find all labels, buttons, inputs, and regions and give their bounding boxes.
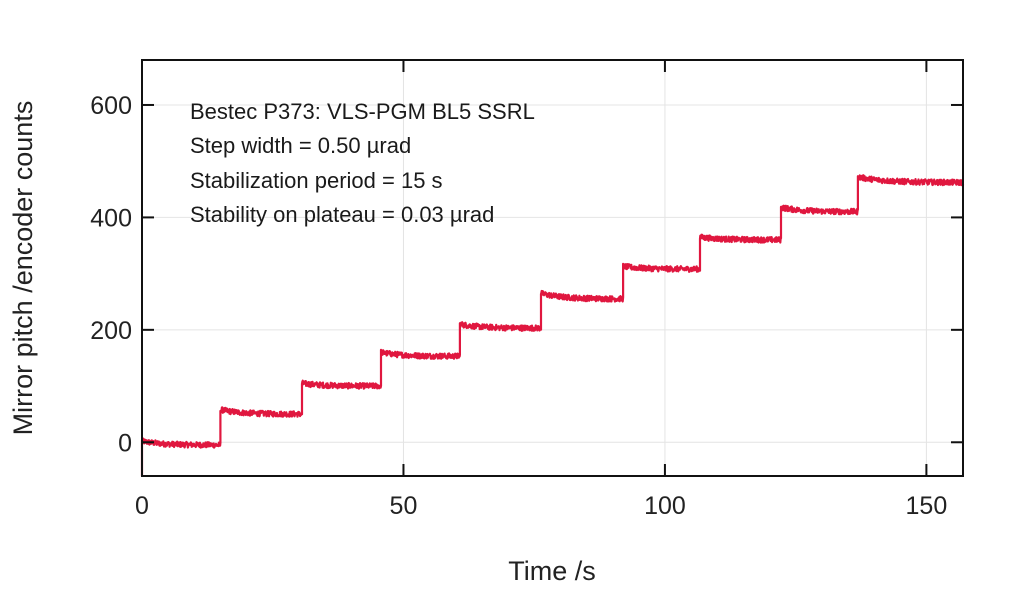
y-tick-label: 600 — [90, 92, 132, 120]
x-tick-label: 100 — [644, 492, 686, 520]
y-tick-label: 200 — [90, 317, 132, 345]
x-axis-label: Time /s — [508, 556, 596, 586]
y-axis-label: Mirror pitch /encoder counts — [8, 101, 38, 436]
y-tick-label: 0 — [118, 429, 132, 457]
series-mirror-pitch — [140, 174, 965, 476]
grid — [141, 60, 963, 476]
x-tick-labels: 0 50 100 150 — [135, 492, 947, 520]
series-line — [140, 174, 965, 476]
y-tick-label: 400 — [90, 204, 132, 232]
x-tick-label: 50 — [390, 492, 418, 520]
plot-frame — [141, 59, 964, 477]
annotation-box: Bestec P373: VLS-PGM BL5 SSRL Step width… — [190, 99, 535, 227]
annotation-stability: Stability on plateau = 0.03 µrad — [190, 202, 494, 227]
x-tick-label: 0 — [135, 492, 149, 520]
ticks — [141, 60, 963, 476]
x-tick-label: 150 — [906, 492, 948, 520]
y-tick-labels: 0 200 400 600 — [90, 92, 132, 457]
annotation-title: Bestec P373: VLS-PGM BL5 SSRL — [190, 99, 535, 124]
annotation-stabilization-period: Stabilization period = 15 s — [190, 168, 443, 193]
annotation-step-width: Step width = 0.50 µrad — [190, 133, 411, 158]
